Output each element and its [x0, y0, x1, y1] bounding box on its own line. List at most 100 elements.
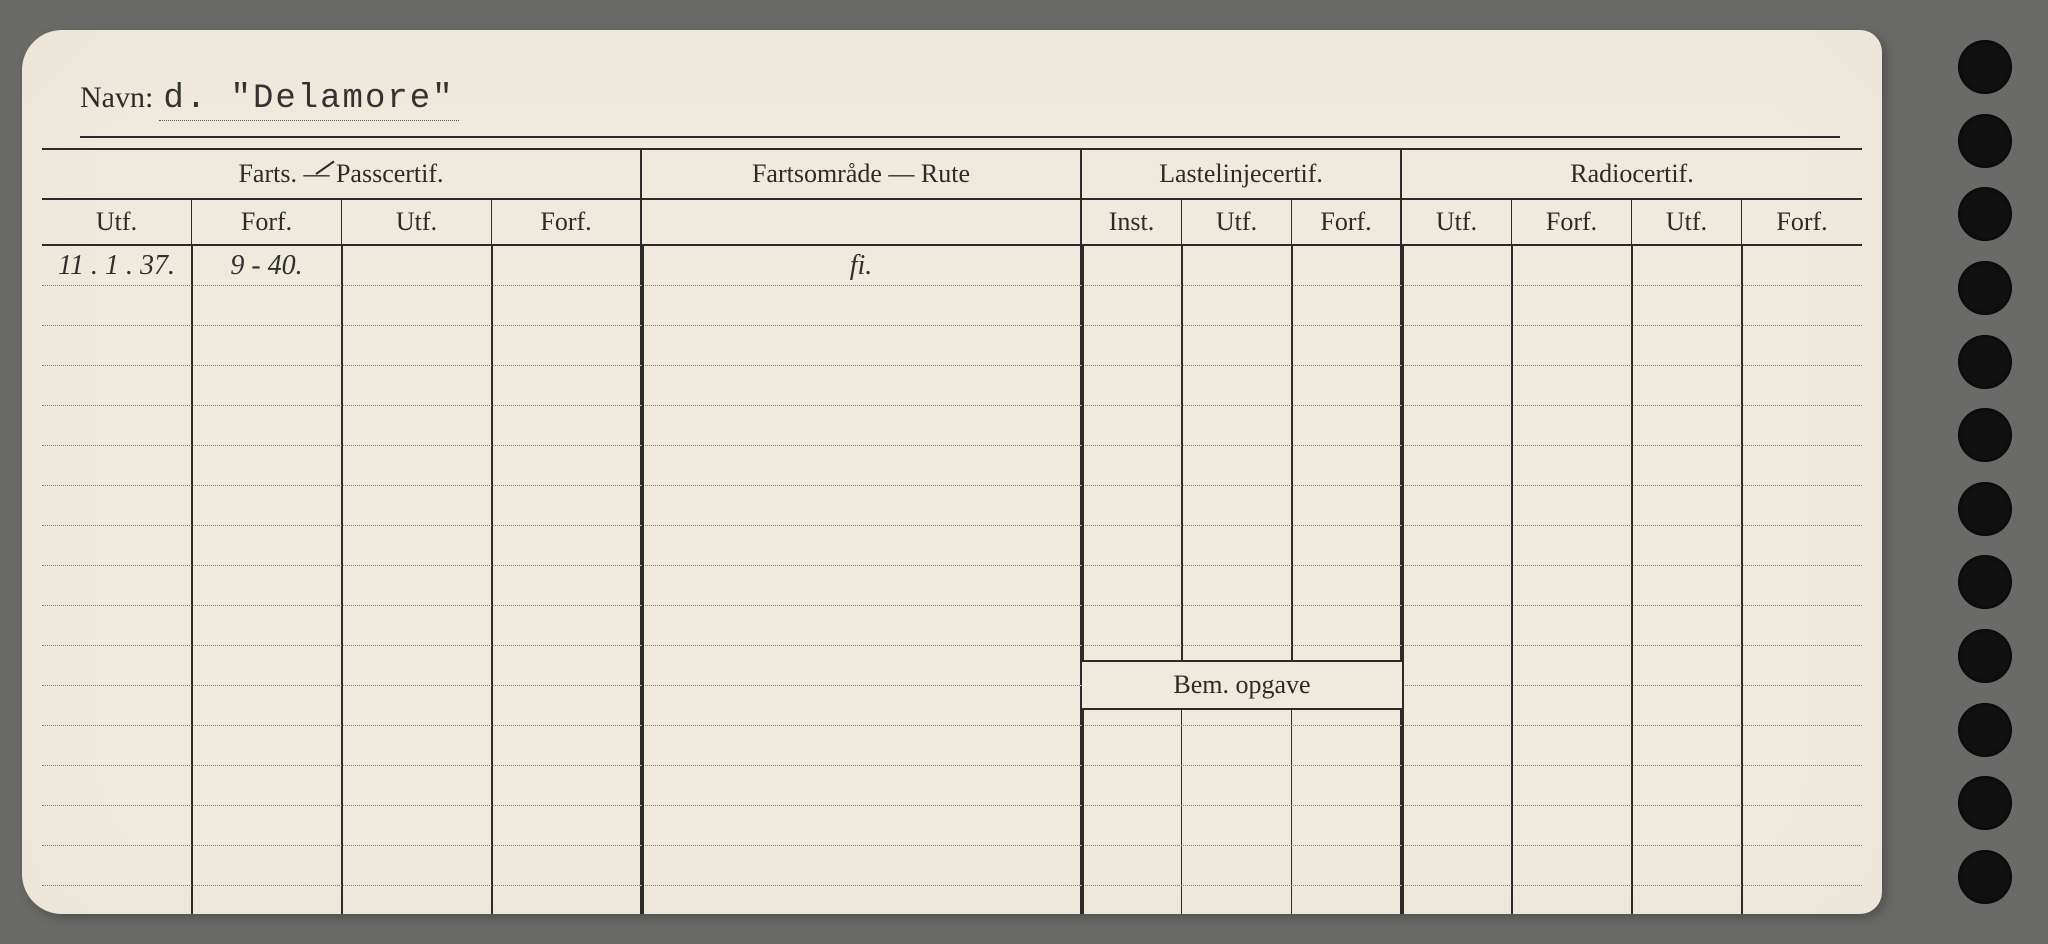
cell-c10 [1512, 286, 1632, 325]
cell-c8 [1292, 326, 1402, 365]
cell-c12 [1742, 246, 1862, 285]
cell-c2 [192, 846, 342, 885]
cell-c7 [1182, 286, 1292, 325]
cell-c1 [42, 486, 192, 525]
cell-c7 [1182, 406, 1292, 445]
cell-c10 [1512, 646, 1632, 685]
cell-c10 [1512, 326, 1632, 365]
cell-c3 [342, 806, 492, 845]
cell-c4 [492, 246, 642, 285]
cell-c4 [492, 406, 642, 445]
table-row [42, 326, 1862, 366]
cell-c7 [1182, 766, 1292, 805]
cell-c3 [342, 606, 492, 645]
cell-c3 [342, 886, 492, 914]
cell-c8 [1292, 806, 1402, 845]
table-body: Bem. opgave 11 . 1 . 37.9 - 40.fi. [42, 246, 1862, 914]
cell-c1 [42, 526, 192, 565]
punch-hole [1958, 187, 2012, 241]
cell-c12 [1742, 566, 1862, 605]
cell-c2 [192, 566, 342, 605]
table-row [42, 806, 1862, 846]
cell-c3 [342, 526, 492, 565]
cell-c7 [1182, 326, 1292, 365]
cell-c9 [1402, 886, 1512, 914]
cell-c10 [1512, 406, 1632, 445]
cell-c6 [1082, 406, 1182, 445]
cell-c2 [192, 766, 342, 805]
cell-c10 [1512, 526, 1632, 565]
cell-c6 [1082, 446, 1182, 485]
table-row [42, 526, 1862, 566]
cell-c9 [1402, 246, 1512, 285]
punch-hole [1958, 408, 2012, 462]
col-forf-4: Forf. [1512, 200, 1632, 244]
cell-c6 [1082, 486, 1182, 525]
table-row [42, 446, 1862, 486]
cell-c11 [1632, 766, 1742, 805]
cell-c1 [42, 886, 192, 914]
table-row: 11 . 1 . 37.9 - 40.fi. [42, 246, 1862, 286]
punch-hole [1958, 555, 2012, 609]
cell-c5 [642, 326, 1082, 365]
cell-c1 [42, 446, 192, 485]
cell-c5 [642, 446, 1082, 485]
cell-c5: fi. [642, 246, 1082, 285]
cell-c11 [1632, 646, 1742, 685]
cell-c7 [1182, 446, 1292, 485]
cell-c10 [1512, 686, 1632, 725]
cell-c6 [1082, 326, 1182, 365]
punch-hole [1958, 850, 2012, 904]
table-row [42, 286, 1862, 326]
cell-c2 [192, 286, 342, 325]
cell-c9 [1402, 766, 1512, 805]
punch-hole [1958, 629, 2012, 683]
col-rute [642, 200, 1082, 244]
cell-c2 [192, 366, 342, 405]
cell-c3 [342, 646, 492, 685]
cell-c12 [1742, 526, 1862, 565]
col-utf-3: Utf. [1182, 200, 1292, 244]
cell-c2 [192, 806, 342, 845]
cell-c7 [1182, 366, 1292, 405]
cell-c6 [1082, 886, 1182, 914]
index-card: Navn: d. "Delamore" Farts. — Passcertif.… [22, 30, 1882, 914]
cell-c9 [1402, 686, 1512, 725]
cell-c1 [42, 646, 192, 685]
cell-c9 [1402, 406, 1512, 445]
cell-c5 [642, 286, 1082, 325]
cell-c8 [1292, 526, 1402, 565]
cell-c4 [492, 486, 642, 525]
cell-c9 [1402, 486, 1512, 525]
cell-c7 [1182, 806, 1292, 845]
cell-c9 [1402, 566, 1512, 605]
punch-hole [1958, 482, 2012, 536]
section-fartsomrade-rute-label: Fartsområde — Rute [752, 159, 970, 189]
cell-c8 [1292, 726, 1402, 765]
table-row [42, 886, 1862, 914]
col-forf-3: Forf. [1292, 200, 1402, 244]
cell-c5 [642, 406, 1082, 445]
cell-c7 [1182, 726, 1292, 765]
cell-c7 [1182, 526, 1292, 565]
cell-c2 [192, 446, 342, 485]
cell-c5 [642, 886, 1082, 914]
cell-c11 [1632, 806, 1742, 845]
cell-c1 [42, 846, 192, 885]
cell-c9 [1402, 846, 1512, 885]
cell-c1 [42, 606, 192, 645]
cell-c2 [192, 486, 342, 525]
cell-c8 [1292, 886, 1402, 914]
section-lastelinjecertif: Lastelinjecertif. [1082, 150, 1402, 198]
cell-c11 [1632, 526, 1742, 565]
cell-c12 [1742, 366, 1862, 405]
cell-c12 [1742, 286, 1862, 325]
cell-c10 [1512, 806, 1632, 845]
cell-c11 [1632, 246, 1742, 285]
cell-c6 [1082, 726, 1182, 765]
table-row [42, 726, 1862, 766]
cell-c7 [1182, 246, 1292, 285]
cell-c7 [1182, 606, 1292, 645]
table-row [42, 406, 1862, 446]
col-forf-5: Forf. [1742, 200, 1862, 244]
